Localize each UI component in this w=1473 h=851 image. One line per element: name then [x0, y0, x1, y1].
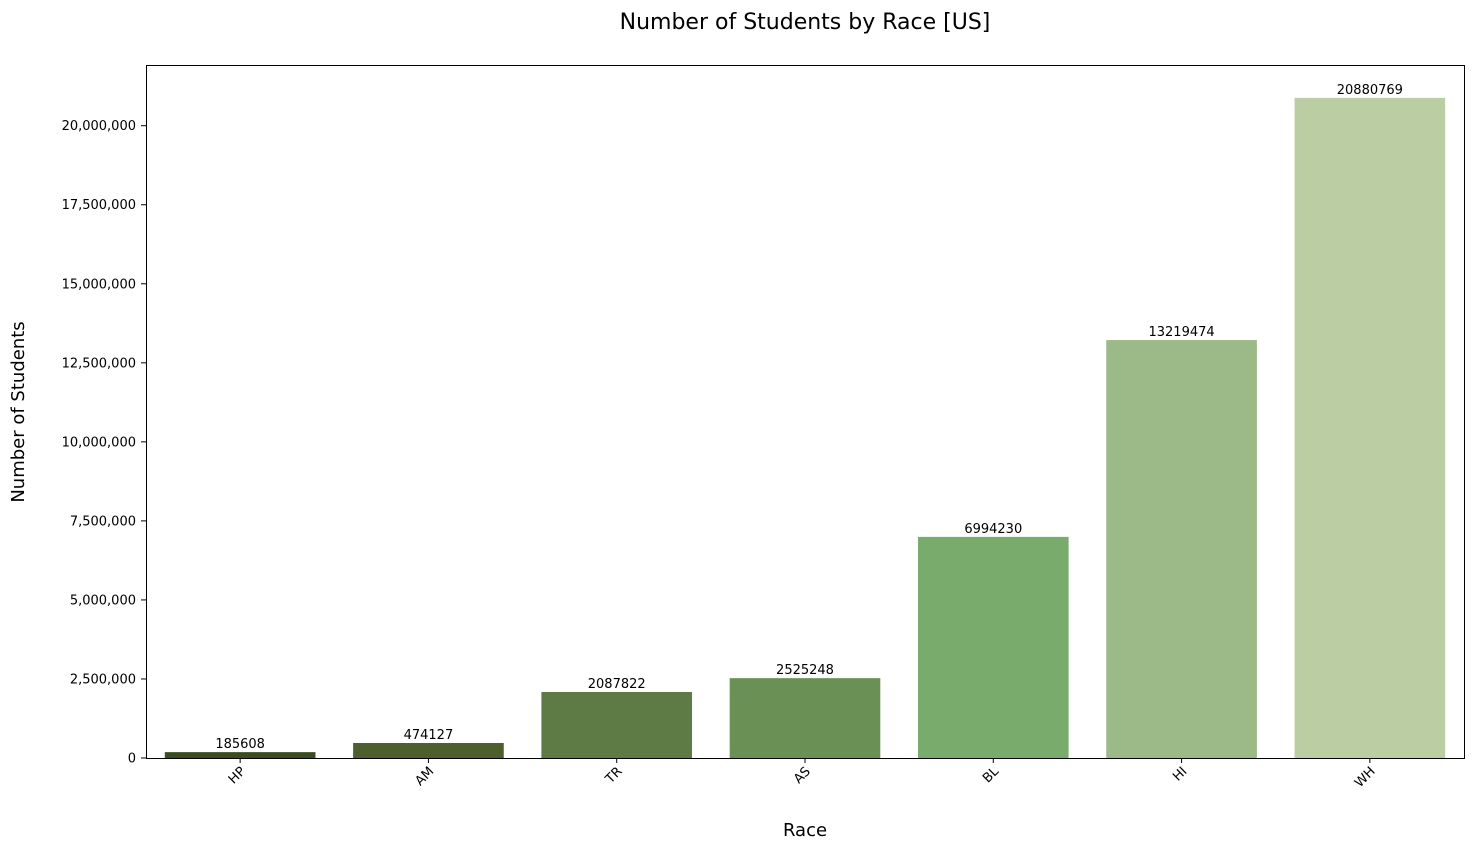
x-tick-label: TR	[602, 764, 625, 787]
y-tick-label: 5,000,000	[70, 593, 136, 608]
plot-frame	[146, 65, 1465, 759]
bar-hp	[164, 752, 316, 758]
y-tick-label: 10,000,000	[62, 435, 136, 450]
chart-title: Number of Students by Race [US]	[620, 10, 991, 35]
bars-group	[164, 97, 1446, 759]
data-label-tr: 2087822	[588, 677, 646, 692]
x-tick-label: AM	[412, 764, 437, 789]
x-tick-label: HI	[1170, 764, 1190, 784]
data-label-hp: 185608	[215, 737, 265, 752]
bar-wh	[1294, 97, 1446, 759]
y-tick-label: 15,000,000	[62, 277, 136, 292]
x-tick-label: AS	[791, 764, 814, 787]
y-tick-label: 2,500,000	[70, 672, 136, 687]
data-label-bl: 6994230	[964, 522, 1022, 537]
bar-am	[353, 743, 504, 758]
data-label-as: 2525248	[776, 663, 834, 678]
bar-tr	[541, 691, 693, 758]
y-tick-label: 17,500,000	[62, 198, 136, 213]
bar-hi	[1106, 340, 1257, 758]
data-label-am: 474127	[404, 728, 454, 743]
y-tick-label: 12,500,000	[62, 356, 136, 371]
y-axis: 0 2,500,000 5,000,000 7,500,000 10,000,000 12…	[62, 119, 146, 767]
bar-as	[729, 678, 881, 758]
data-label-wh: 20880769	[1337, 83, 1403, 98]
data-label-hi: 13219474	[1148, 325, 1214, 340]
data-labels-group: 185608 474127 2087822 2525248 6994230 1321947…	[215, 83, 1403, 752]
x-tick-label: BL	[980, 764, 1003, 787]
x-axis-label: Race	[783, 820, 827, 841]
y-tick-label: 0	[128, 752, 136, 767]
y-axis-label: Number of Students	[8, 321, 29, 502]
x-axis: HP AM TR AS BL HI WH	[226, 758, 1379, 791]
bar-bl	[917, 536, 1069, 758]
y-tick-label: 20,000,000	[62, 119, 136, 134]
x-tick-label: HP	[226, 764, 249, 787]
x-tick-label: WH	[1352, 764, 1379, 791]
y-tick-label: 7,500,000	[70, 514, 136, 529]
